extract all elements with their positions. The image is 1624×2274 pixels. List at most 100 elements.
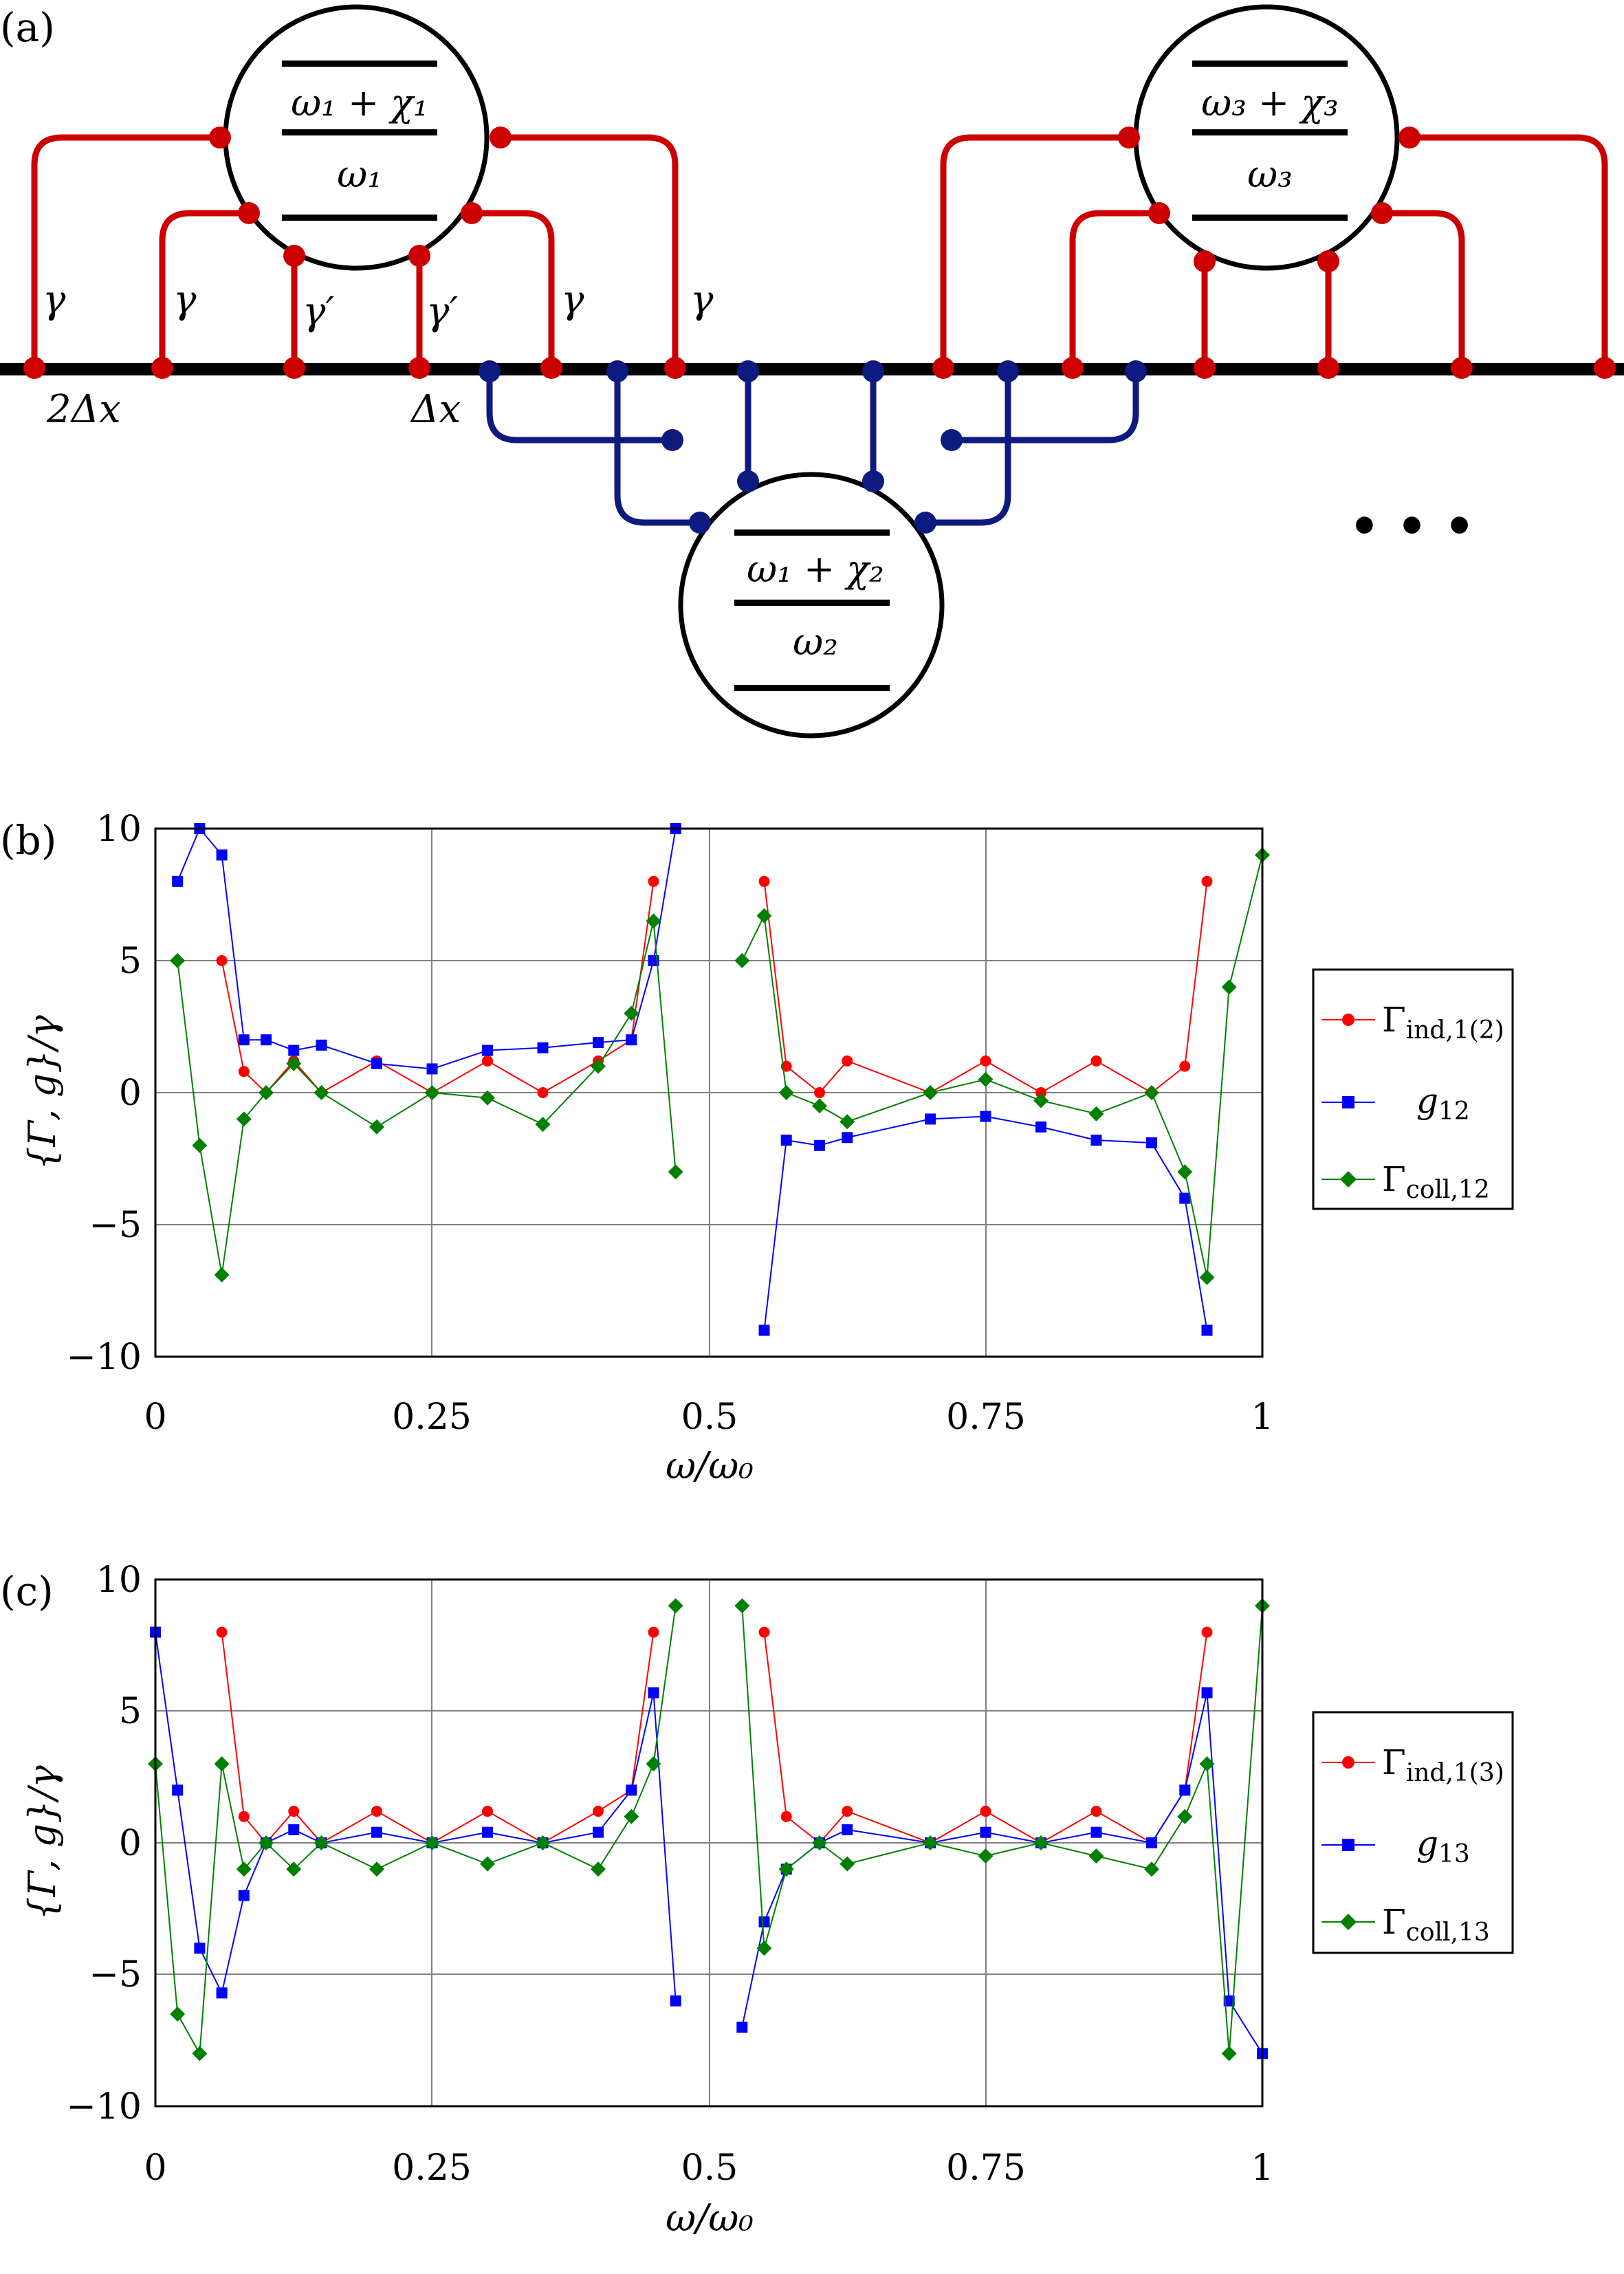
dot [941, 429, 963, 451]
dot [23, 357, 45, 379]
data-point-gamma_coll [812, 1835, 827, 1850]
data-point-gamma_ind [216, 1626, 228, 1638]
data-point-g [758, 1324, 770, 1336]
data-point-gamma_coll [259, 1085, 274, 1100]
data-point-g [842, 1824, 853, 1835]
data-point-gamma_coll [1177, 1164, 1193, 1180]
data-point-gamma_coll [591, 1861, 606, 1877]
data-point-gamma_coll [923, 1085, 938, 1100]
atom1-circle [223, 4, 490, 271]
atom2-level-bottom [734, 685, 890, 691]
atom3-couplings [940, 134, 1608, 368]
dot [862, 470, 884, 492]
x-tick-label: 0 [144, 2147, 166, 2189]
data-point-gamma_coll [734, 953, 750, 968]
data-point-gamma_ind [482, 1055, 493, 1067]
y-tick-label: 10 [96, 809, 142, 850]
series-line-g [155, 1632, 677, 2001]
data-point-g [626, 1784, 637, 1796]
data-point-g [1090, 1826, 1102, 1838]
data-point-g [814, 1139, 825, 1151]
data-point-gamma_ind [1201, 1626, 1213, 1638]
panel-b-xlabel: ω/ω₀ [666, 1444, 754, 1487]
atom1-couplings [31, 134, 679, 368]
data-point-g [780, 1135, 792, 1146]
data-point-gamma_coll [192, 1137, 208, 1153]
legend-marker [1340, 1914, 1357, 1930]
atom2-leg-inner-right [925, 371, 1011, 526]
data-point-gamma_ind [482, 1806, 493, 1817]
dot [914, 512, 936, 534]
atom3: ω₃ + χ₃ ω₃ [1133, 4, 1400, 271]
data-point-gamma_ind [1179, 1060, 1191, 1072]
data-point-gamma_coll [214, 1756, 230, 1772]
coupling-label-gamma: γ [561, 278, 584, 322]
legend-marker [1340, 1171, 1357, 1188]
data-point-gamma_ind [371, 1806, 382, 1817]
series-line-gamma_coll [155, 1606, 677, 2056]
x-tick-label: 0.25 [392, 2147, 472, 2189]
data-point-g [1201, 1324, 1213, 1336]
atom3-leg-outer-right [1409, 134, 1608, 368]
data-point-gamma_ind [238, 1066, 250, 1078]
y-tick-label: 0 [119, 1073, 142, 1114]
data-point-g [371, 1826, 382, 1838]
data-point-g [238, 1034, 250, 1046]
x-tick-label: 1 [1251, 2147, 1273, 2189]
dot [1594, 357, 1616, 379]
data-point-g [842, 1132, 853, 1144]
data-point-gamma_coll [1199, 1269, 1215, 1285]
dot [479, 360, 501, 382]
data-point-gamma_ind [758, 875, 770, 887]
dot [1194, 357, 1216, 379]
spacing-dx-label: Δx [410, 387, 461, 432]
dot [408, 245, 430, 267]
data-point-gamma_coll [192, 2046, 208, 2062]
panel-b-label: (b) [0, 817, 56, 864]
data-point-g [1179, 1192, 1191, 1204]
data-point-g [1201, 1687, 1213, 1698]
y-tick-label: −5 [89, 1205, 142, 1246]
data-point-g [593, 1037, 604, 1049]
y-tick-label: −5 [89, 1954, 142, 1996]
dot [737, 360, 759, 382]
data-point-gamma_coll [170, 953, 186, 968]
data-point-gamma_ind [238, 1811, 250, 1822]
data-point-g [626, 1034, 637, 1046]
panel-c-label: (c) [0, 1568, 54, 1615]
series-line-gamma_ind [221, 1632, 655, 1844]
data-point-g [593, 1826, 604, 1838]
panel-b: (b) 10 5 0 −5 −10 0 0.25 0.5 0.75 1 ω/ω₀… [0, 809, 1514, 1487]
atom1-lower-label: ω₁ [337, 153, 382, 196]
panel-b-xticks: 0 0.25 0.5 0.75 1 [144, 1397, 1273, 1438]
dot [209, 127, 231, 149]
data-point-g [288, 1045, 300, 1056]
data-point-gamma_coll [369, 1119, 384, 1135]
y-tick-label: 5 [119, 1691, 142, 1732]
atom1: ω₁ + χ₁ ω₁ [223, 4, 490, 271]
panel-c-legend: Γind,1(3) g13 Γcoll,13 [1312, 1711, 1514, 1954]
series-line-gamma_coll [177, 921, 677, 1276]
data-point-gamma_coll [1177, 1808, 1193, 1824]
legend-entry-gamma-coll: Γcoll,13 [1382, 1902, 1490, 1947]
data-point-gamma_coll [1199, 1756, 1215, 1772]
dot [1125, 360, 1147, 382]
data-point-gamma_ind [537, 1087, 549, 1098]
dot [1148, 202, 1170, 224]
dot [1062, 357, 1084, 379]
panel-c-ylabel: {Γ, g}/γ [21, 1765, 64, 1921]
data-point-gamma_ind [842, 1055, 853, 1067]
coupling-label-gamma-prime: γ′ [426, 289, 458, 334]
legend-entry-g: g13 [1416, 1824, 1470, 1868]
data-point-g [736, 2022, 748, 2033]
data-point-g [537, 1042, 549, 1053]
data-point-g [758, 1916, 770, 1927]
ellipsis: • • • [1349, 498, 1475, 555]
spacing-2dx-label: 2Δx [46, 387, 121, 432]
x-tick-label: 0.5 [681, 1397, 738, 1438]
atom1-leg-outer-right [501, 134, 679, 368]
coupling-label-gamma-prime: γ′ [303, 289, 334, 334]
data-point-gamma_coll [535, 1117, 551, 1133]
data-point-g [194, 1943, 206, 1954]
